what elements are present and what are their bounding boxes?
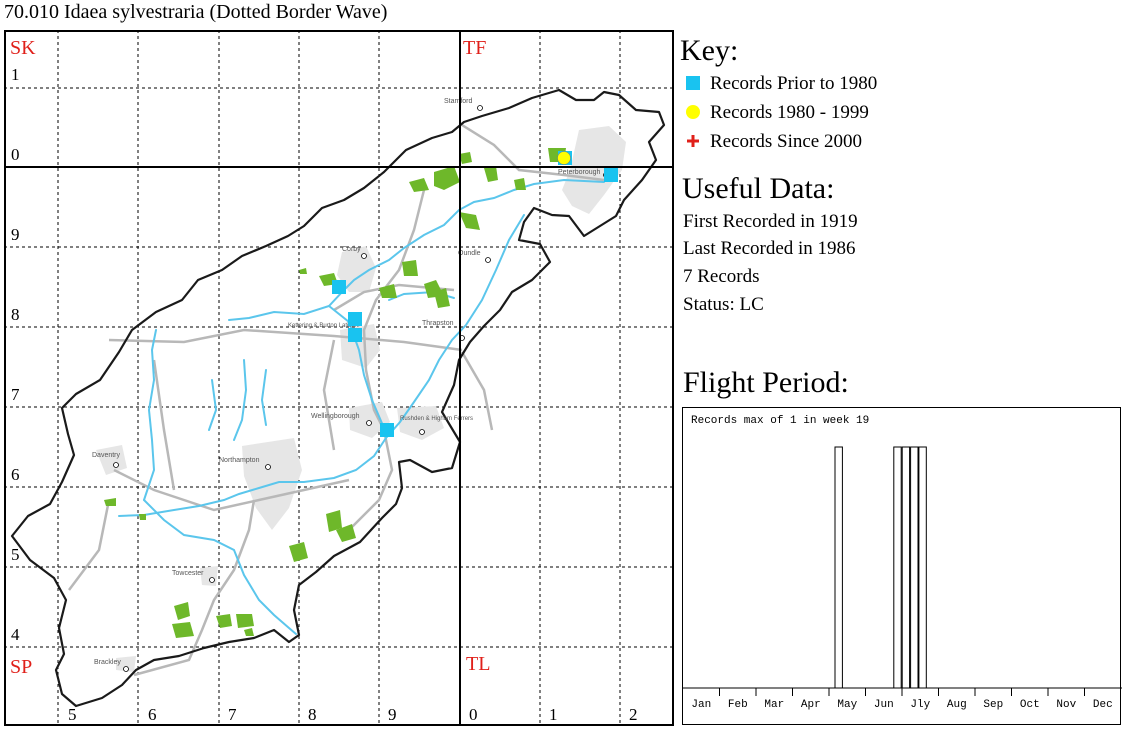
- record-count: 7 Records: [683, 266, 760, 287]
- urban-areas: [96, 126, 626, 672]
- northing-label: 6: [11, 465, 20, 484]
- town-label: Daventry: [92, 452, 121, 459]
- record-pre1980-marker: [348, 312, 362, 326]
- northing-label: 0: [11, 145, 20, 164]
- roads: [68, 123, 605, 677]
- page-title: 70.010 Idaea sylvestraria (Dotted Border…: [4, 1, 388, 23]
- grid-square-label: SP: [10, 656, 32, 678]
- record-pre1980-marker: [348, 328, 362, 342]
- flight-period-chart: Records max of 1 in week 19 Jan Feb Mar Apr…: [682, 407, 1122, 725]
- distribution-map: Stamford Peterborough Corby Oundle Kette…: [4, 30, 674, 726]
- month-label: Jun: [874, 699, 894, 711]
- key-item-1980-1999: Records 1980 - 1999: [686, 102, 869, 124]
- grid-square-label: TF: [463, 37, 486, 59]
- month-label: Dec: [1093, 699, 1113, 711]
- flight-period-title: Flight Period:: [683, 366, 849, 399]
- flight-bar: [918, 446, 927, 689]
- status: Status: LC: [683, 294, 764, 315]
- easting-label: 0: [469, 705, 478, 724]
- town-label: Rushden & Higham Ferrers: [400, 416, 473, 422]
- flight-bar: [910, 446, 919, 689]
- town-label: Kettering & Burton Latimer: [288, 323, 359, 329]
- grid-lines: [4, 30, 674, 726]
- key-title: Key:: [680, 34, 739, 67]
- month-label: Nov: [1056, 699, 1076, 711]
- record-markers: [332, 151, 618, 437]
- town-label: Stamford: [444, 98, 473, 105]
- month-label: Sep: [983, 699, 1003, 711]
- town-label: Corby: [342, 246, 361, 253]
- month-label: Feb: [728, 699, 748, 711]
- useful-data-title: Useful Data:: [682, 172, 835, 205]
- easting-label: 6: [148, 705, 157, 724]
- easting-label: 8: [308, 705, 317, 724]
- hundred-km-grid: [4, 30, 674, 726]
- month-axis: Jan Feb Mar Apr May Jun Jly Aug Sep Oct Nov Dec: [691, 688, 1113, 711]
- record-pre1980-marker: [380, 423, 394, 437]
- rivers: [118, 178, 605, 635]
- county-boundary: [10, 88, 666, 708]
- easting-label: 7: [228, 705, 237, 724]
- grid-square-label: SK: [10, 37, 36, 59]
- town-label: Wellingborough: [311, 413, 360, 420]
- town-label: Thrapston: [422, 320, 454, 327]
- northing-label: 5: [11, 545, 20, 564]
- flight-bar: [834, 446, 843, 689]
- month-label: Aug: [947, 699, 967, 711]
- town-label: Northampton: [219, 457, 260, 464]
- month-label: May: [837, 699, 857, 711]
- month-label: Apr: [801, 699, 821, 711]
- flight-bar: [901, 446, 911, 689]
- flight-bar: [893, 446, 902, 689]
- month-label: Mar: [764, 699, 784, 711]
- month-label: Oct: [1020, 699, 1040, 711]
- town-label: Brackley: [94, 659, 121, 666]
- northing-label: 8: [11, 305, 20, 324]
- record-pre1980-marker: [604, 168, 618, 182]
- northing-label: 7: [11, 385, 20, 404]
- key-item-pre1980: Records Prior to 1980: [686, 73, 877, 95]
- chart-bars: [834, 446, 927, 689]
- easting-label: 1: [549, 705, 558, 724]
- town-label: Towcester: [172, 570, 204, 577]
- town-label: Oundle: [458, 250, 481, 257]
- town-label: Peterborough: [558, 169, 601, 176]
- easting-label: 2: [629, 705, 638, 724]
- cross-icon: [686, 132, 700, 147]
- month-label: Jly: [910, 699, 930, 711]
- record-1980-1999-marker: [557, 151, 571, 165]
- northing-label: 1: [11, 65, 20, 84]
- key-item-since2000: Records Since 2000: [686, 131, 862, 153]
- record-pre1980-marker: [332, 280, 346, 294]
- month-label: Jan: [691, 699, 711, 711]
- first-recorded: First Recorded in 1919: [683, 211, 858, 232]
- square-icon: [686, 76, 700, 90]
- woodland-patches: [104, 148, 566, 638]
- northing-label: 9: [11, 225, 20, 244]
- chart-subtitle: Records max of 1 in week 19: [691, 415, 869, 427]
- easting-label: 9: [388, 705, 397, 724]
- northing-label: 4: [11, 625, 20, 644]
- last-recorded: Last Recorded in 1986: [683, 238, 856, 259]
- circle-icon: [686, 105, 700, 119]
- grid-square-label: TL: [466, 653, 490, 675]
- easting-label: 5: [68, 705, 77, 724]
